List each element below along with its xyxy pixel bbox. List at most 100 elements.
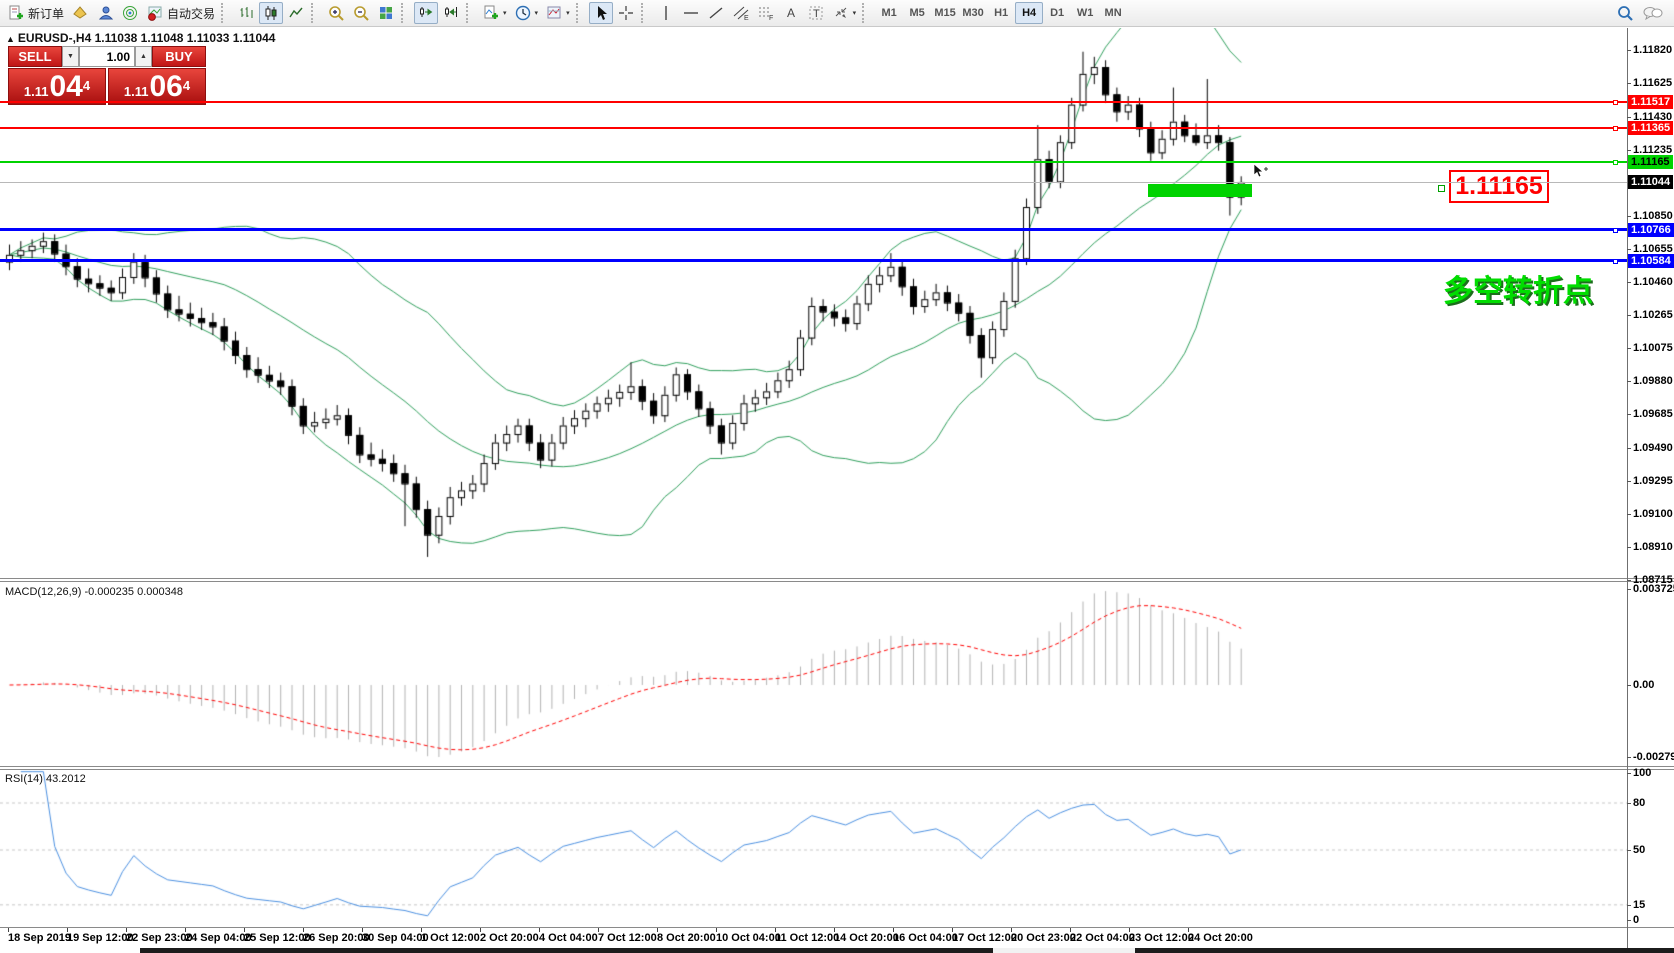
one-click-trading-panel: SELL ▼ ▲ BUY 1.11 04 4 1.11 06 4	[8, 46, 206, 105]
sell-price-display[interactable]: 1.11 04 4	[8, 68, 106, 105]
line-end-handle[interactable]	[1613, 125, 1618, 131]
svg-text:E: E	[744, 15, 749, 22]
main-chart-canvas[interactable]	[0, 28, 1627, 578]
timeframe-button-D1[interactable]: D1	[1050, 7, 1065, 19]
timeframe-button-H1[interactable]: H1	[994, 7, 1009, 19]
chart-title: ▲ EURUSD-,H4 1.11038 1.11048 1.11033 1.11…	[6, 31, 275, 45]
candlestick-chart-button[interactable]	[259, 2, 284, 24]
line-end-handle[interactable]	[1613, 99, 1618, 105]
time-tick-mark	[126, 928, 127, 932]
buy-button[interactable]: BUY	[152, 46, 206, 67]
horizontal-scrollbar[interactable]	[140, 948, 1674, 953]
chevron-down-icon: ▾	[503, 10, 507, 17]
cursor-tool-button[interactable]	[588, 2, 613, 24]
line-chart-button[interactable]	[284, 2, 308, 24]
timeframe-button-M5[interactable]: M5	[909, 7, 925, 19]
time-tick-label: 22 Sep 23:00	[126, 932, 193, 944]
time-tick-label: 23 Oct 12:00	[1129, 932, 1194, 944]
horizontal-level-line[interactable]	[0, 228, 1627, 232]
rsi-scale-label: 15	[1633, 898, 1646, 911]
timeframe-button-W1[interactable]: W1	[1076, 7, 1094, 19]
scrollbar-thumb[interactable]	[993, 948, 1135, 953]
trendline-tool-button[interactable]	[704, 2, 728, 24]
volume-increase-button[interactable]: ▲	[135, 46, 152, 67]
volume-decrease-button[interactable]: ▼	[62, 46, 79, 67]
arrows-tool-button[interactable]: ▾	[829, 2, 860, 24]
price-tick-mark	[1627, 149, 1631, 151]
time-tick-mark	[598, 928, 599, 932]
autoscroll-button[interactable]	[414, 2, 439, 24]
collapse-arrow-icon[interactable]: ▲	[6, 34, 15, 44]
text-icon: A	[787, 6, 795, 20]
rsi-tick-mark	[1627, 802, 1631, 804]
macd-label: MACD(12,26,9) -0.000235 0.000348	[5, 586, 183, 598]
market-watch-button[interactable]	[68, 2, 92, 24]
timeframe-button-M15[interactable]: M15	[934, 7, 956, 19]
price-tick-label: 1.11625	[1633, 77, 1673, 90]
line-end-handle[interactable]	[1613, 227, 1618, 233]
line-anchor-handle[interactable]	[1438, 185, 1445, 192]
tile-windows-button[interactable]	[374, 2, 398, 24]
fibonacci-tool-button[interactable]: F	[754, 2, 778, 24]
vertical-line-tool-button[interactable]	[654, 2, 678, 24]
arrows-icon	[835, 7, 846, 18]
horizontal-level-line[interactable]	[0, 100, 1627, 103]
tile-windows-icon	[380, 7, 393, 19]
periods-button[interactable]: ▾	[511, 2, 542, 24]
time-tick-mark	[362, 928, 363, 932]
chart-shift-button[interactable]	[439, 2, 463, 24]
data-window-button[interactable]	[93, 2, 117, 24]
panel-separator[interactable]	[0, 766, 1674, 770]
buy-price-display[interactable]: 1.11 06 4	[108, 68, 206, 105]
sell-button[interactable]: SELL	[8, 46, 62, 67]
rsi-panel-canvas[interactable]	[0, 770, 1627, 927]
price-tick-label: 1.08715	[1633, 573, 1673, 586]
signals-button[interactable]	[118, 2, 142, 24]
price-level-label: 1.11165	[1628, 154, 1673, 169]
timeframe-button-M30[interactable]: M30	[962, 7, 984, 19]
autotrading-button[interactable]: 自动交易	[143, 2, 218, 24]
support-zone-highlight[interactable]	[1148, 184, 1252, 197]
panel-separator[interactable]	[0, 578, 1674, 582]
time-tick-label: 25 Sep 12:00	[244, 932, 311, 944]
bar-chart-button[interactable]	[234, 2, 258, 24]
indicators-button[interactable]: ▾	[479, 2, 510, 24]
line-end-handle[interactable]	[1613, 258, 1618, 264]
text-label-tool-button[interactable]: T	[804, 2, 828, 24]
volume-input[interactable]	[79, 46, 135, 67]
price-tick-mark	[1627, 315, 1631, 317]
zoom-in-button[interactable]	[324, 2, 348, 24]
horizontal-line-tool-button[interactable]	[679, 2, 703, 24]
zoom-out-button[interactable]	[349, 2, 373, 24]
templates-button[interactable]: ▾	[542, 2, 573, 24]
price-tick-label: 1.09490	[1633, 441, 1673, 454]
chat-icon[interactable]	[1642, 4, 1664, 22]
macd-panel-canvas[interactable]	[0, 583, 1627, 765]
price-tick-mark	[1627, 579, 1631, 581]
timeframe-button-M1[interactable]: M1	[881, 7, 897, 19]
price-annotation-box[interactable]: 1.11165	[1449, 170, 1549, 203]
new-order-button[interactable]: 新订单	[4, 2, 67, 24]
time-tick-label: 24 Sep 04:00	[185, 932, 252, 944]
buy-price-main: 06	[149, 70, 183, 103]
chart-title-text: EURUSD-,H4 1.11038 1.11048 1.11033 1.110…	[17, 31, 276, 45]
rsi-scale-label: 0	[1633, 914, 1640, 926]
turning-point-text[interactable]: 多空转折点	[1443, 275, 1593, 308]
text-label-icon: T	[809, 6, 823, 20]
text-tool-button[interactable]: A	[779, 2, 803, 24]
chevron-down-icon: ▾	[566, 10, 570, 17]
search-icon[interactable]	[1616, 4, 1634, 22]
equidistant-channel-tool-button[interactable]: E	[729, 2, 753, 24]
price-tick-label: 1.11235	[1633, 143, 1673, 156]
templates-icon	[547, 6, 561, 19]
crosshair-tool-button[interactable]	[614, 2, 638, 24]
price-tick-label: 1.11820	[1633, 44, 1673, 56]
price-tick-label: 1.11430	[1633, 110, 1673, 123]
timeframe-button-MN[interactable]: MN	[1104, 7, 1122, 19]
timeframe-button-H4[interactable]: H4	[1015, 2, 1044, 24]
horizontal-level-line[interactable]	[0, 126, 1627, 129]
horizontal-level-line[interactable]	[0, 259, 1627, 263]
chart-window: ▲ EURUSD-,H4 1.11038 1.11048 1.11033 1.11…	[0, 27, 1674, 953]
line-end-handle[interactable]	[1613, 159, 1618, 165]
horizontal-level-line[interactable]	[0, 160, 1627, 163]
